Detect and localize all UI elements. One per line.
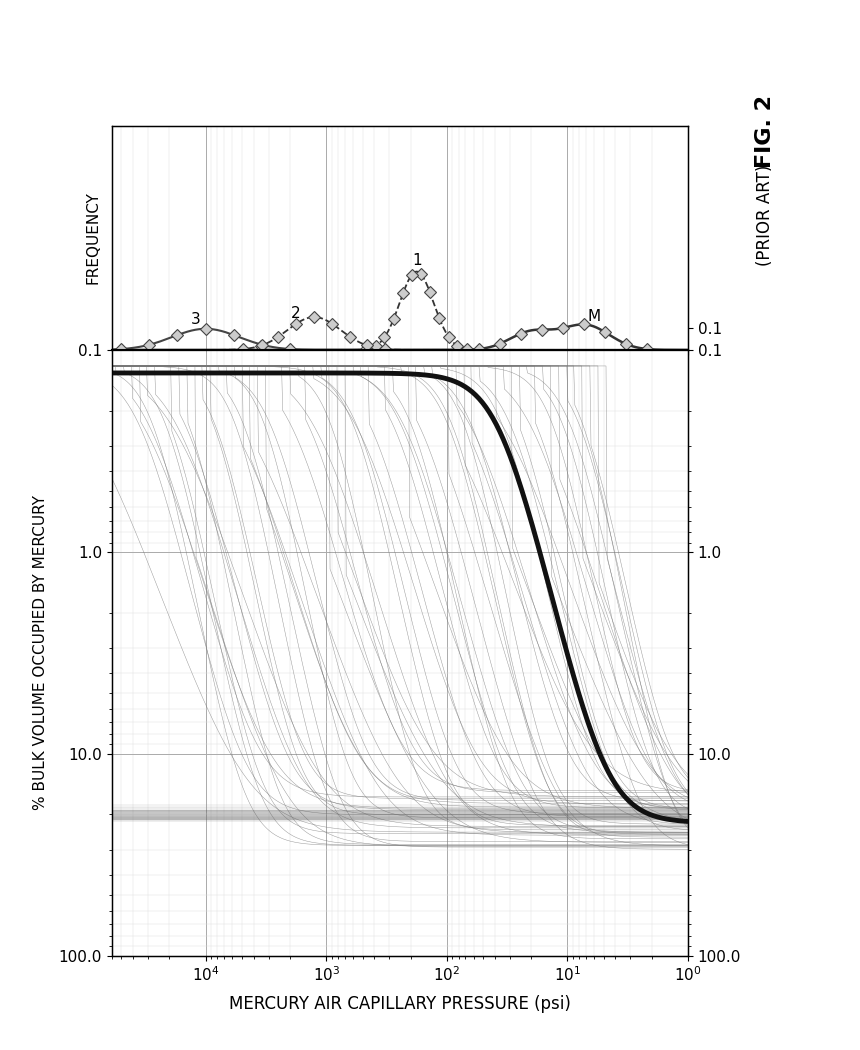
- X-axis label: MERCURY AIR CAPILLARY PRESSURE (psi): MERCURY AIR CAPILLARY PRESSURE (psi): [229, 995, 571, 1013]
- Text: M: M: [587, 310, 601, 324]
- Y-axis label: FREQUENCY: FREQUENCY: [86, 191, 101, 285]
- Text: 2: 2: [291, 307, 300, 321]
- Text: (PRIOR ART): (PRIOR ART): [757, 165, 774, 266]
- Text: 1: 1: [413, 253, 422, 269]
- Text: FIG. 2: FIG. 2: [755, 94, 776, 168]
- Text: 3: 3: [191, 313, 201, 328]
- Y-axis label: % BULK VOLUME OCCUPIED BY MERCURY: % BULK VOLUME OCCUPIED BY MERCURY: [33, 496, 47, 811]
